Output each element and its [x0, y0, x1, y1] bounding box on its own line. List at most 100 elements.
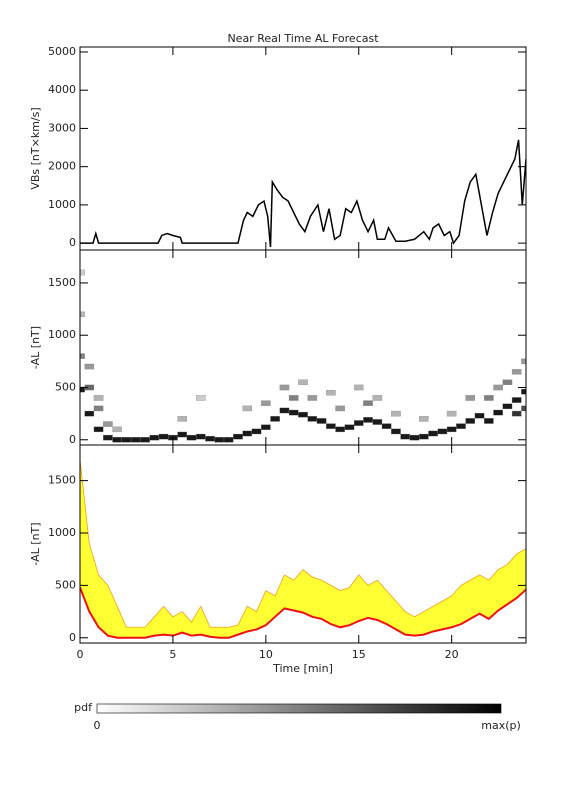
pdf-cell	[307, 416, 318, 422]
pdf-cell	[242, 405, 253, 412]
x-tick-label: 5	[169, 648, 176, 661]
pdf-cell	[511, 397, 522, 403]
pdf-cell	[233, 433, 243, 440]
pdf-cell	[186, 434, 197, 441]
pdf-cell	[484, 395, 494, 401]
pdf-cell	[84, 410, 95, 417]
pdf-cell	[418, 433, 429, 440]
pdf-cell	[103, 421, 113, 427]
x-tick-label: 15	[352, 648, 366, 661]
pdf-cell	[372, 395, 383, 401]
pdf-cell	[298, 411, 308, 418]
pdf-cell	[484, 418, 494, 424]
pdf-cell	[456, 423, 466, 429]
pdf-cell	[474, 412, 485, 419]
pdf-cell	[298, 379, 308, 386]
pdf-cell	[177, 431, 188, 438]
pdf-cell	[381, 423, 392, 429]
chart-title: Near Real Time AL Forecast	[227, 32, 379, 45]
pdf-cell	[521, 358, 526, 365]
y-axis-label: VBs [nT×km/s]	[29, 107, 42, 189]
pdf-cell	[502, 403, 513, 410]
colorbar	[96, 703, 502, 714]
pdf-cell	[80, 269, 85, 276]
pdf-cell	[80, 353, 85, 359]
pdf-cell	[93, 395, 104, 401]
pdf-cell	[93, 405, 104, 412]
pdf-cell	[521, 388, 526, 395]
pdf-cell	[353, 420, 364, 426]
pdf-cell	[158, 433, 169, 440]
pdf-cell	[279, 384, 290, 391]
pdf-cell	[400, 433, 411, 440]
pdf-cell	[93, 426, 104, 433]
y-tick-label: 500	[55, 380, 76, 393]
plot-frame	[79, 46, 527, 251]
colorbar-label: pdf	[74, 701, 93, 714]
pdf-cell	[261, 400, 271, 406]
colorbar-max: max(p)	[481, 719, 521, 732]
pdf-cell	[437, 428, 448, 435]
pdf-cell	[121, 437, 132, 443]
forecast-band	[80, 459, 526, 639]
pdf-cell	[214, 437, 225, 443]
pdf-cell	[177, 416, 188, 422]
pdf-cell	[326, 389, 336, 396]
pdf-cell	[428, 430, 438, 437]
y-axis-label: -AL [nT]	[29, 326, 42, 369]
y-tick-label: 1500	[48, 276, 76, 289]
pdf-cell	[288, 409, 299, 416]
y-tick-label: 1000	[48, 198, 76, 211]
pdf-cell	[195, 433, 206, 440]
pdf-cell	[511, 369, 522, 375]
pdf-cell	[205, 435, 215, 442]
pdf-cell	[270, 416, 280, 422]
pdf-cell	[279, 407, 290, 414]
pdf-cell	[242, 430, 253, 437]
pdf-cell	[335, 426, 345, 433]
pdf-cell	[112, 437, 122, 443]
vbs-line	[80, 139, 526, 248]
pdf-cell	[261, 424, 271, 430]
forecast-line	[80, 587, 526, 639]
pdf-cell	[344, 424, 355, 430]
pdf-cell	[363, 417, 373, 423]
y-axis-label: -AL [nT]	[29, 522, 42, 565]
pdf-cell	[288, 395, 299, 401]
pdf-cell	[511, 410, 522, 417]
pdf-cell	[112, 426, 122, 433]
pdf-cell	[84, 363, 95, 370]
pdf-cell	[223, 437, 234, 443]
pdf-cell	[465, 418, 476, 424]
y-tick-label: 500	[55, 578, 76, 591]
pdf-cell	[335, 405, 345, 412]
pdf-cell	[521, 405, 526, 412]
pdf-cell	[446, 410, 457, 417]
y-tick-label: 1500	[48, 474, 76, 487]
pdf-cell	[149, 434, 160, 441]
pdf-cell	[307, 395, 318, 401]
pdf-cell	[140, 437, 150, 443]
pdf-cell	[418, 416, 429, 422]
pdf-cell	[502, 379, 513, 386]
pdf-cell	[80, 311, 85, 318]
y-tick-label: 3000	[48, 121, 76, 134]
pdf-cell	[372, 419, 383, 425]
pdf-cell	[195, 395, 206, 401]
pdf-cell	[353, 384, 364, 391]
pdf-cell	[391, 428, 401, 435]
x-tick-label: 20	[445, 648, 459, 661]
pdf-cell	[446, 426, 457, 433]
pdf-cell	[493, 409, 503, 416]
pdf-cell	[465, 395, 476, 401]
x-tick-label: 0	[77, 648, 84, 661]
y-tick-label: 0	[69, 433, 76, 446]
pdf-cell	[363, 400, 373, 406]
plot-frame	[79, 444, 527, 644]
x-axis-label: Time [min]	[272, 662, 333, 675]
x-tick-label: 10	[259, 648, 273, 661]
pdf-cell	[326, 423, 336, 429]
pdf-cell	[493, 384, 503, 391]
pdf-cell	[409, 434, 420, 441]
